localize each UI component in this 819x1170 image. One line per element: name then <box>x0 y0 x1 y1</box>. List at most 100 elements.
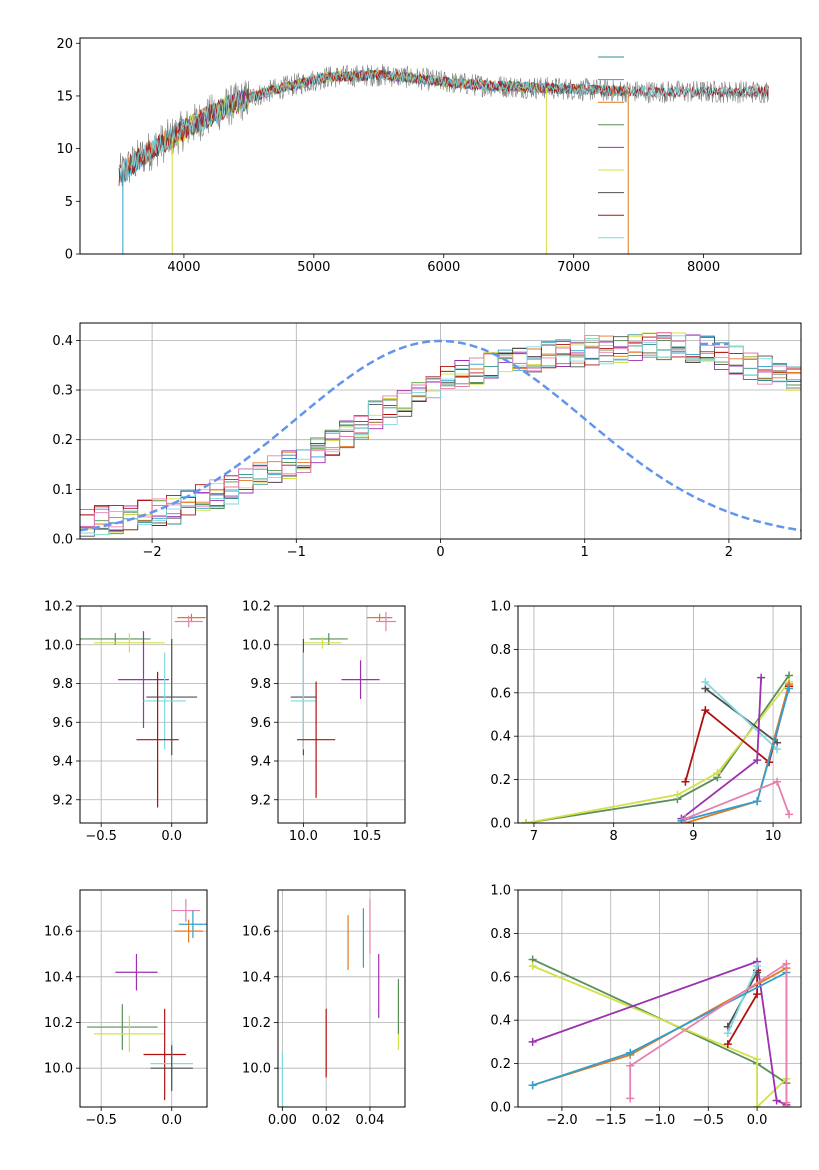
weight-marker <box>773 745 782 754</box>
weight-line-kroupa-stelib <box>704 681 778 750</box>
panel-age_vs_mass: 10.0 10.5 9.2 9.4 9.6 9.8 10.0 10.2 <box>242 600 406 844</box>
x-tick-label: −0.5 <box>693 1113 725 1128</box>
x-tick-label: 10.0 <box>289 829 318 844</box>
plot-area <box>80 332 801 537</box>
y-tick-label: 9.6 <box>250 716 271 731</box>
y-tick-label: 0.0 <box>52 533 73 548</box>
y-tick-label: 9.2 <box>250 793 271 808</box>
axes-frame <box>517 605 802 824</box>
panel-spectrum: 4000 5000 6000 7000 8000 0 5 10 15 20 <box>56 37 802 275</box>
y-tick-label: 10.6 <box>44 925 73 940</box>
weight-line-chabrier-elodie <box>525 674 790 823</box>
histogram-pink <box>80 332 801 528</box>
axes-frame <box>79 605 208 824</box>
x-tick-label: 8000 <box>687 260 720 275</box>
weight-marker <box>782 959 791 968</box>
axes-frame <box>277 889 406 1108</box>
y-tick-label: 9.6 <box>52 716 73 731</box>
x-tick-label: −1 <box>287 545 306 560</box>
y-tick-label: 5 <box>65 195 73 210</box>
weight-marker <box>701 677 710 686</box>
y-tick-label: 9.2 <box>52 793 73 808</box>
x-tick-label: 8 <box>610 829 618 844</box>
weight-marker <box>753 756 762 765</box>
y-tick-label: 0.2 <box>490 1057 511 1072</box>
y-tick-label: 0.6 <box>490 686 511 701</box>
x-tick-label: −2.0 <box>546 1113 578 1128</box>
axes-frame <box>79 322 802 540</box>
weight-marker <box>785 810 794 819</box>
weight-marker <box>626 1061 635 1070</box>
y-tick-label: 0.4 <box>490 1014 511 1029</box>
x-tick-label: −1.5 <box>595 1113 627 1128</box>
weight-marker <box>673 790 682 799</box>
x-tick-label: 7000 <box>557 260 590 275</box>
panel-mass_vs_Z: −0.5 0.0 10.0 10.2 10.4 10.6 <box>44 889 208 1128</box>
weight-marker <box>753 961 762 970</box>
y-tick-label: 10.2 <box>242 600 271 615</box>
y-tick-label: 0.4 <box>52 334 73 349</box>
y-tick-label: 0.0 <box>490 1101 511 1116</box>
weight-marker <box>785 684 794 693</box>
x-tick-label: 0.00 <box>268 1113 297 1128</box>
weight-marker <box>521 819 530 823</box>
y-tick-label: 0.2 <box>490 773 511 788</box>
plot-area <box>290 611 397 798</box>
plot-area <box>528 955 791 1107</box>
weight-marker <box>528 1081 537 1090</box>
x-tick-label: 7 <box>530 829 538 844</box>
x-tick-label: 2 <box>725 545 733 560</box>
y-tick-label: 10.0 <box>242 638 271 653</box>
x-tick-label: 0.0 <box>161 829 182 844</box>
y-tick-label: 10.2 <box>242 1016 271 1031</box>
weight-line-pink <box>629 962 788 1103</box>
y-tick-label: 0 <box>65 248 73 263</box>
weight-marker <box>681 814 690 823</box>
panel-weight_vs_Z: −2.0 −1.5 −1.0 −0.5 0.0 0.0 0.2 0.4 0.6 0.8 1.0 <box>490 884 802 1128</box>
x-tick-label: 6000 <box>427 260 460 275</box>
y-tick-label: 10.6 <box>242 925 271 940</box>
histogram-salpeter-stelib <box>80 336 801 526</box>
y-tick-label: 10.0 <box>242 1062 271 1077</box>
weight-marker <box>753 797 762 806</box>
legend <box>598 56 624 239</box>
y-tick-label: 9.8 <box>52 677 73 692</box>
panel-weight_vs_age: 7 8 9 10 0.0 0.2 0.4 0.6 0.8 1.0 <box>490 600 802 844</box>
x-tick-label: −0.5 <box>85 1113 117 1128</box>
weight-marker <box>626 1048 635 1057</box>
y-tick-label: 10.4 <box>44 970 73 985</box>
x-tick-label: 0.0 <box>161 1113 182 1128</box>
x-tick-label: 10.5 <box>352 829 381 844</box>
axes-frame <box>79 889 208 1108</box>
y-tick-label: 20 <box>56 37 73 52</box>
plot-area <box>87 899 207 1101</box>
weight-marker <box>753 1103 762 1107</box>
axes-frame <box>79 37 802 255</box>
weight-marker <box>723 1040 732 1049</box>
plot-area <box>521 671 794 823</box>
y-tick-label: 10 <box>56 142 73 157</box>
weight-line-kroupa-stelib <box>726 965 758 1034</box>
weight-marker <box>626 1094 635 1103</box>
y-tick-label: 10.0 <box>44 638 73 653</box>
axes-frame <box>277 605 406 824</box>
x-tick-label: 1 <box>581 545 589 560</box>
weight-marker <box>772 1096 781 1105</box>
y-tick-label: 0.8 <box>490 643 511 658</box>
weight-marker <box>681 777 690 786</box>
y-tick-label: 0.3 <box>52 384 73 399</box>
y-tick-label: 0.0 <box>490 817 511 832</box>
panel-age_vs_Z: −0.5 0.0 9.2 9.4 9.6 9.8 10.0 10.2 <box>44 600 208 844</box>
x-tick-label: 0.04 <box>355 1113 384 1128</box>
weight-marker <box>753 990 762 999</box>
weight-marker <box>701 706 710 715</box>
y-tick-label: 15 <box>56 89 73 104</box>
y-tick-label: 0.1 <box>52 483 73 498</box>
weight-line-salpeter-elodie <box>532 960 787 1106</box>
x-tick-label: 9 <box>689 829 697 844</box>
gaussian-curve <box>80 339 801 532</box>
weight-marker <box>713 769 722 778</box>
y-tick-label: 0.2 <box>52 433 73 448</box>
y-tick-label: 9.8 <box>250 677 271 692</box>
